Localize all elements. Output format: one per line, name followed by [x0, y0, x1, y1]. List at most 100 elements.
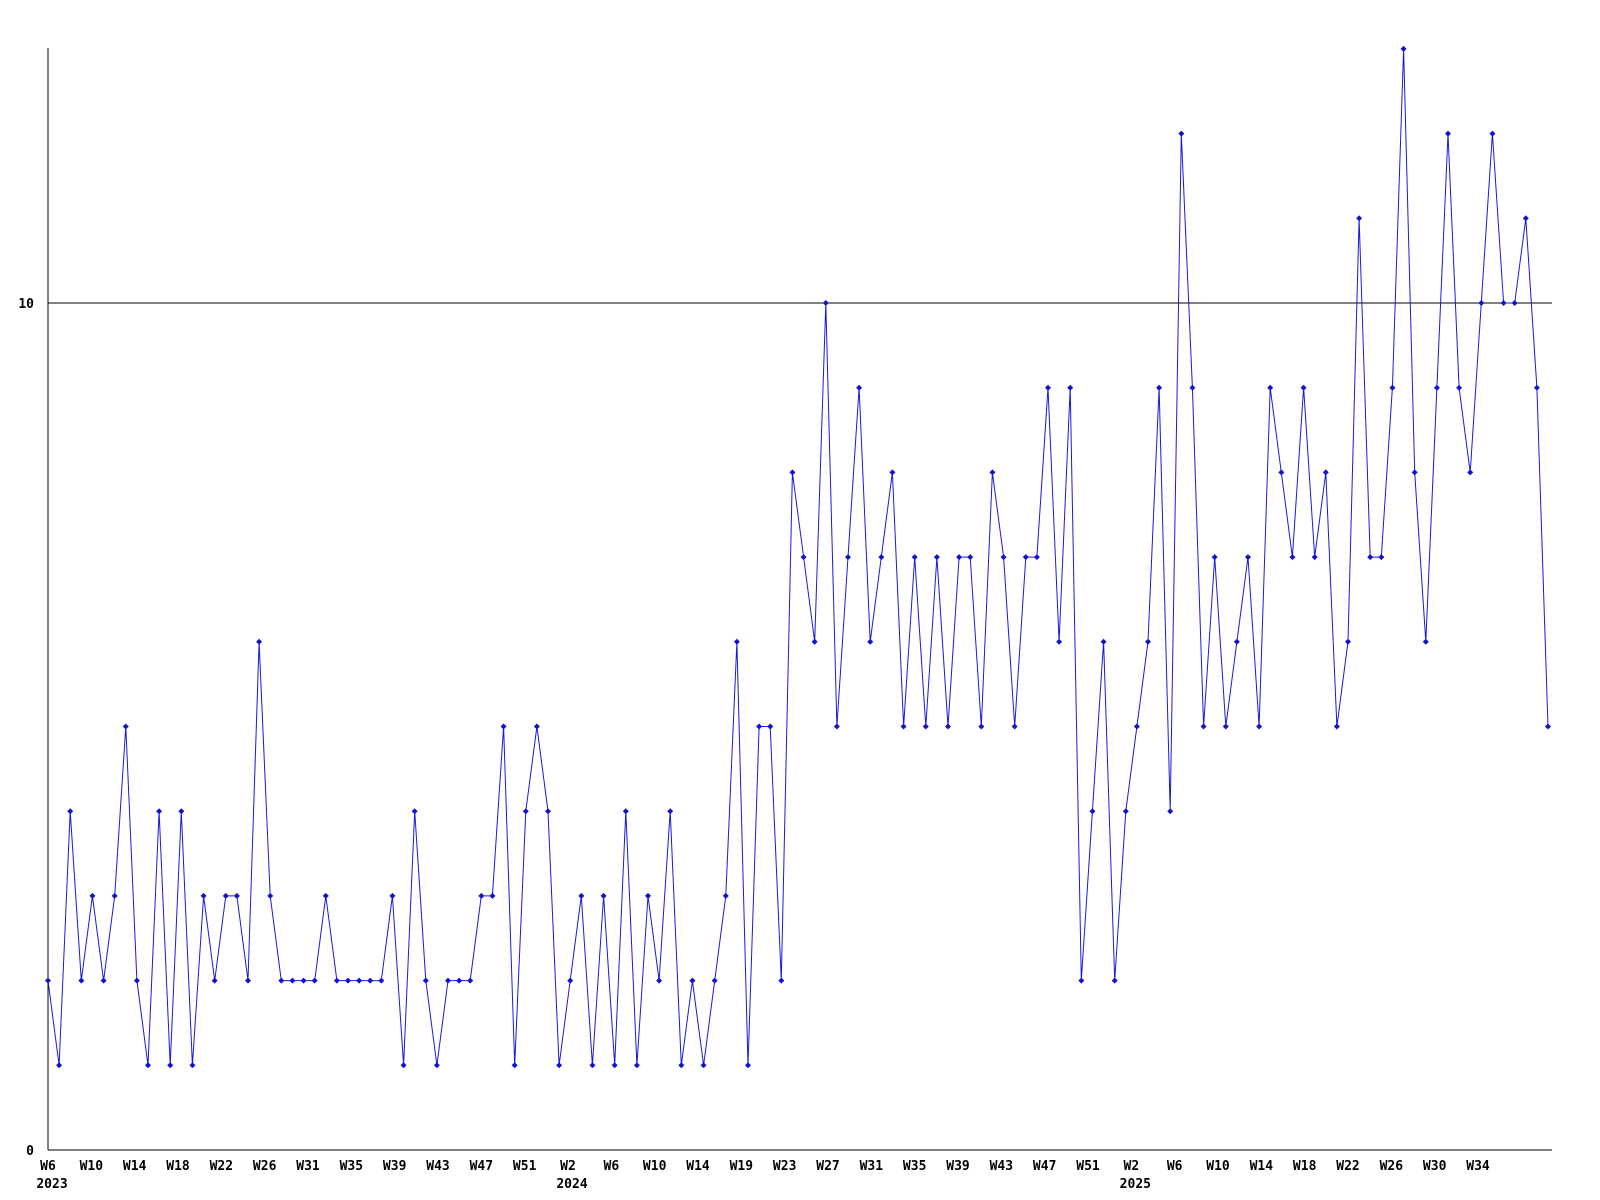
- data-point-marker: [567, 977, 574, 984]
- data-point-marker: [133, 977, 140, 984]
- data-point-marker: [211, 977, 218, 984]
- x-tick-label: W35: [903, 1159, 926, 1174]
- x-tick-label: W10: [643, 1159, 667, 1174]
- data-point-marker: [1089, 808, 1096, 815]
- data-point-marker: [856, 384, 863, 391]
- data-point-marker: [1500, 300, 1507, 306]
- data-point-marker: [167, 1062, 174, 1069]
- data-point-marker: [522, 808, 529, 815]
- data-point-marker: [156, 808, 163, 815]
- data-point-marker: [745, 1062, 751, 1069]
- data-point-marker: [811, 638, 818, 645]
- data-point-marker: [122, 723, 129, 730]
- x-tick-label: W6: [40, 1159, 56, 1174]
- data-point-marker: [911, 554, 918, 561]
- data-point-marker: [67, 808, 74, 815]
- data-point-marker: [289, 977, 296, 984]
- x-tick-label: W39: [946, 1159, 969, 1174]
- x-tick-label: W23: [773, 1159, 796, 1174]
- data-point-marker: [411, 808, 418, 815]
- data-point-marker: [1467, 469, 1474, 476]
- data-point-marker: [822, 300, 829, 306]
- data-point-marker: [1456, 384, 1463, 391]
- data-point-marker: [1000, 554, 1007, 561]
- data-point-marker: [956, 554, 963, 561]
- data-point-marker: [1411, 469, 1418, 476]
- data-point-marker: [1511, 300, 1518, 306]
- data-point-marker: [800, 554, 807, 561]
- data-point-marker: [1145, 638, 1151, 645]
- year-label: 2025: [1120, 1177, 1151, 1192]
- data-point-marker: [889, 469, 896, 476]
- data-point-marker: [600, 892, 607, 899]
- data-point-marker: [267, 892, 274, 899]
- x-tick-label: W22: [1336, 1159, 1359, 1174]
- x-tick-label: W51: [513, 1159, 537, 1174]
- year-label: 2023: [36, 1177, 67, 1192]
- x-tick-label: W14: [123, 1159, 147, 1174]
- data-point-marker: [945, 723, 951, 730]
- x-tick-label: W26: [1380, 1159, 1404, 1174]
- data-point-marker: [633, 1062, 640, 1069]
- data-point-marker: [622, 808, 629, 815]
- x-tick-label: W14: [686, 1159, 710, 1174]
- data-point-marker: [467, 977, 474, 984]
- data-point-marker: [1533, 384, 1540, 391]
- data-point-marker: [1289, 554, 1296, 561]
- data-point-marker: [89, 892, 96, 899]
- data-point-marker: [1156, 384, 1163, 391]
- x-tick-label: W6: [1167, 1159, 1183, 1174]
- data-point-marker: [478, 892, 485, 899]
- data-point-marker: [545, 808, 551, 815]
- x-tick-label: W47: [470, 1159, 493, 1174]
- x-tick-label: W31: [296, 1159, 320, 1174]
- x-tick-label: W34: [1466, 1159, 1490, 1174]
- data-point-marker: [1233, 638, 1240, 645]
- data-point-marker: [145, 1062, 151, 1069]
- data-point-marker: [1189, 384, 1196, 391]
- x-tick-label: W10: [80, 1159, 104, 1174]
- data-point-marker: [111, 892, 118, 899]
- data-point-marker: [333, 977, 340, 984]
- data-point-marker: [356, 977, 363, 984]
- y-tick-label: 10: [18, 297, 34, 312]
- x-tick-label: W51: [1076, 1159, 1100, 1174]
- x-tick-label: W18: [1293, 1159, 1317, 1174]
- data-point-marker: [989, 469, 996, 476]
- data-point-marker: [1011, 723, 1018, 730]
- data-point-marker: [1067, 384, 1074, 391]
- data-point-marker: [1178, 130, 1185, 137]
- data-point-marker: [667, 808, 674, 815]
- data-point-marker: [1400, 45, 1407, 52]
- data-point-marker: [400, 1062, 407, 1069]
- data-point-marker: [656, 977, 663, 984]
- data-point-marker: [845, 554, 851, 561]
- data-point-marker: [578, 892, 585, 899]
- data-point-marker: [1267, 384, 1274, 391]
- data-point-marker: [1300, 384, 1307, 391]
- data-point-marker: [189, 1062, 196, 1069]
- data-point-marker: [689, 977, 696, 984]
- data-point-marker: [611, 1062, 618, 1069]
- data-point-marker: [78, 977, 85, 984]
- data-point-marker: [1245, 554, 1251, 561]
- x-tick-label: W2: [560, 1159, 576, 1174]
- data-point-marker: [1100, 638, 1107, 645]
- data-point-marker: [200, 892, 207, 899]
- data-point-marker: [756, 723, 763, 730]
- data-series-line: [47, 48, 1549, 1066]
- data-point-marker: [511, 1062, 518, 1069]
- x-tick-label: W19: [730, 1159, 753, 1174]
- data-point-marker: [700, 1062, 707, 1069]
- data-point-marker: [1222, 723, 1229, 730]
- data-point-marker: [256, 638, 263, 645]
- data-point-marker: [233, 892, 240, 899]
- data-point-marker: [278, 977, 285, 984]
- data-point-marker: [1111, 977, 1118, 984]
- x-tick-label: W2: [1124, 1159, 1140, 1174]
- data-point-marker: [1200, 723, 1207, 730]
- data-point-marker: [1033, 554, 1040, 561]
- data-point-marker: [1311, 554, 1318, 561]
